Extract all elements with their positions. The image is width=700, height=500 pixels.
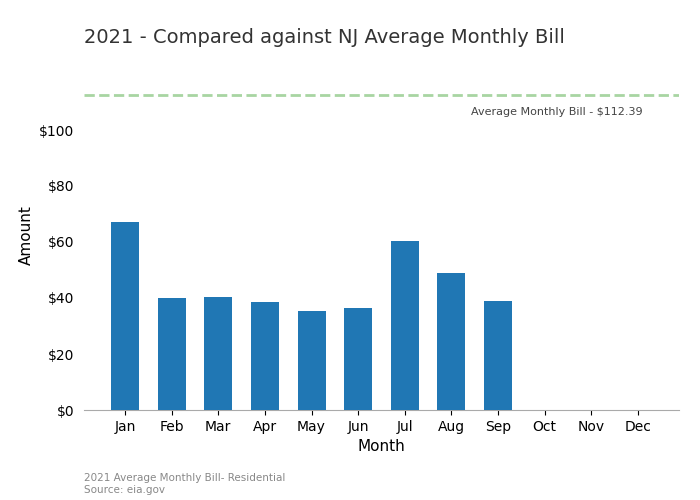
Bar	[438, 273, 466, 410]
Text: 2021 - Compared against NJ Average Monthly Bill: 2021 - Compared against NJ Average Month…	[84, 28, 565, 48]
Bar	[391, 240, 419, 410]
Bar	[204, 296, 232, 410]
Bar	[111, 222, 139, 410]
Bar	[251, 302, 279, 410]
Text: 2021 Average Monthly Bill- Residential
Source: eia.gov: 2021 Average Monthly Bill- Residential S…	[84, 474, 286, 495]
Bar	[484, 301, 512, 410]
Bar	[158, 298, 186, 410]
Bar	[298, 310, 326, 410]
X-axis label: Month: Month	[358, 440, 405, 454]
Bar	[344, 308, 372, 410]
Text: Average Monthly Bill - $112.39: Average Monthly Bill - $112.39	[471, 106, 643, 117]
Y-axis label: Amount: Amount	[18, 205, 34, 265]
